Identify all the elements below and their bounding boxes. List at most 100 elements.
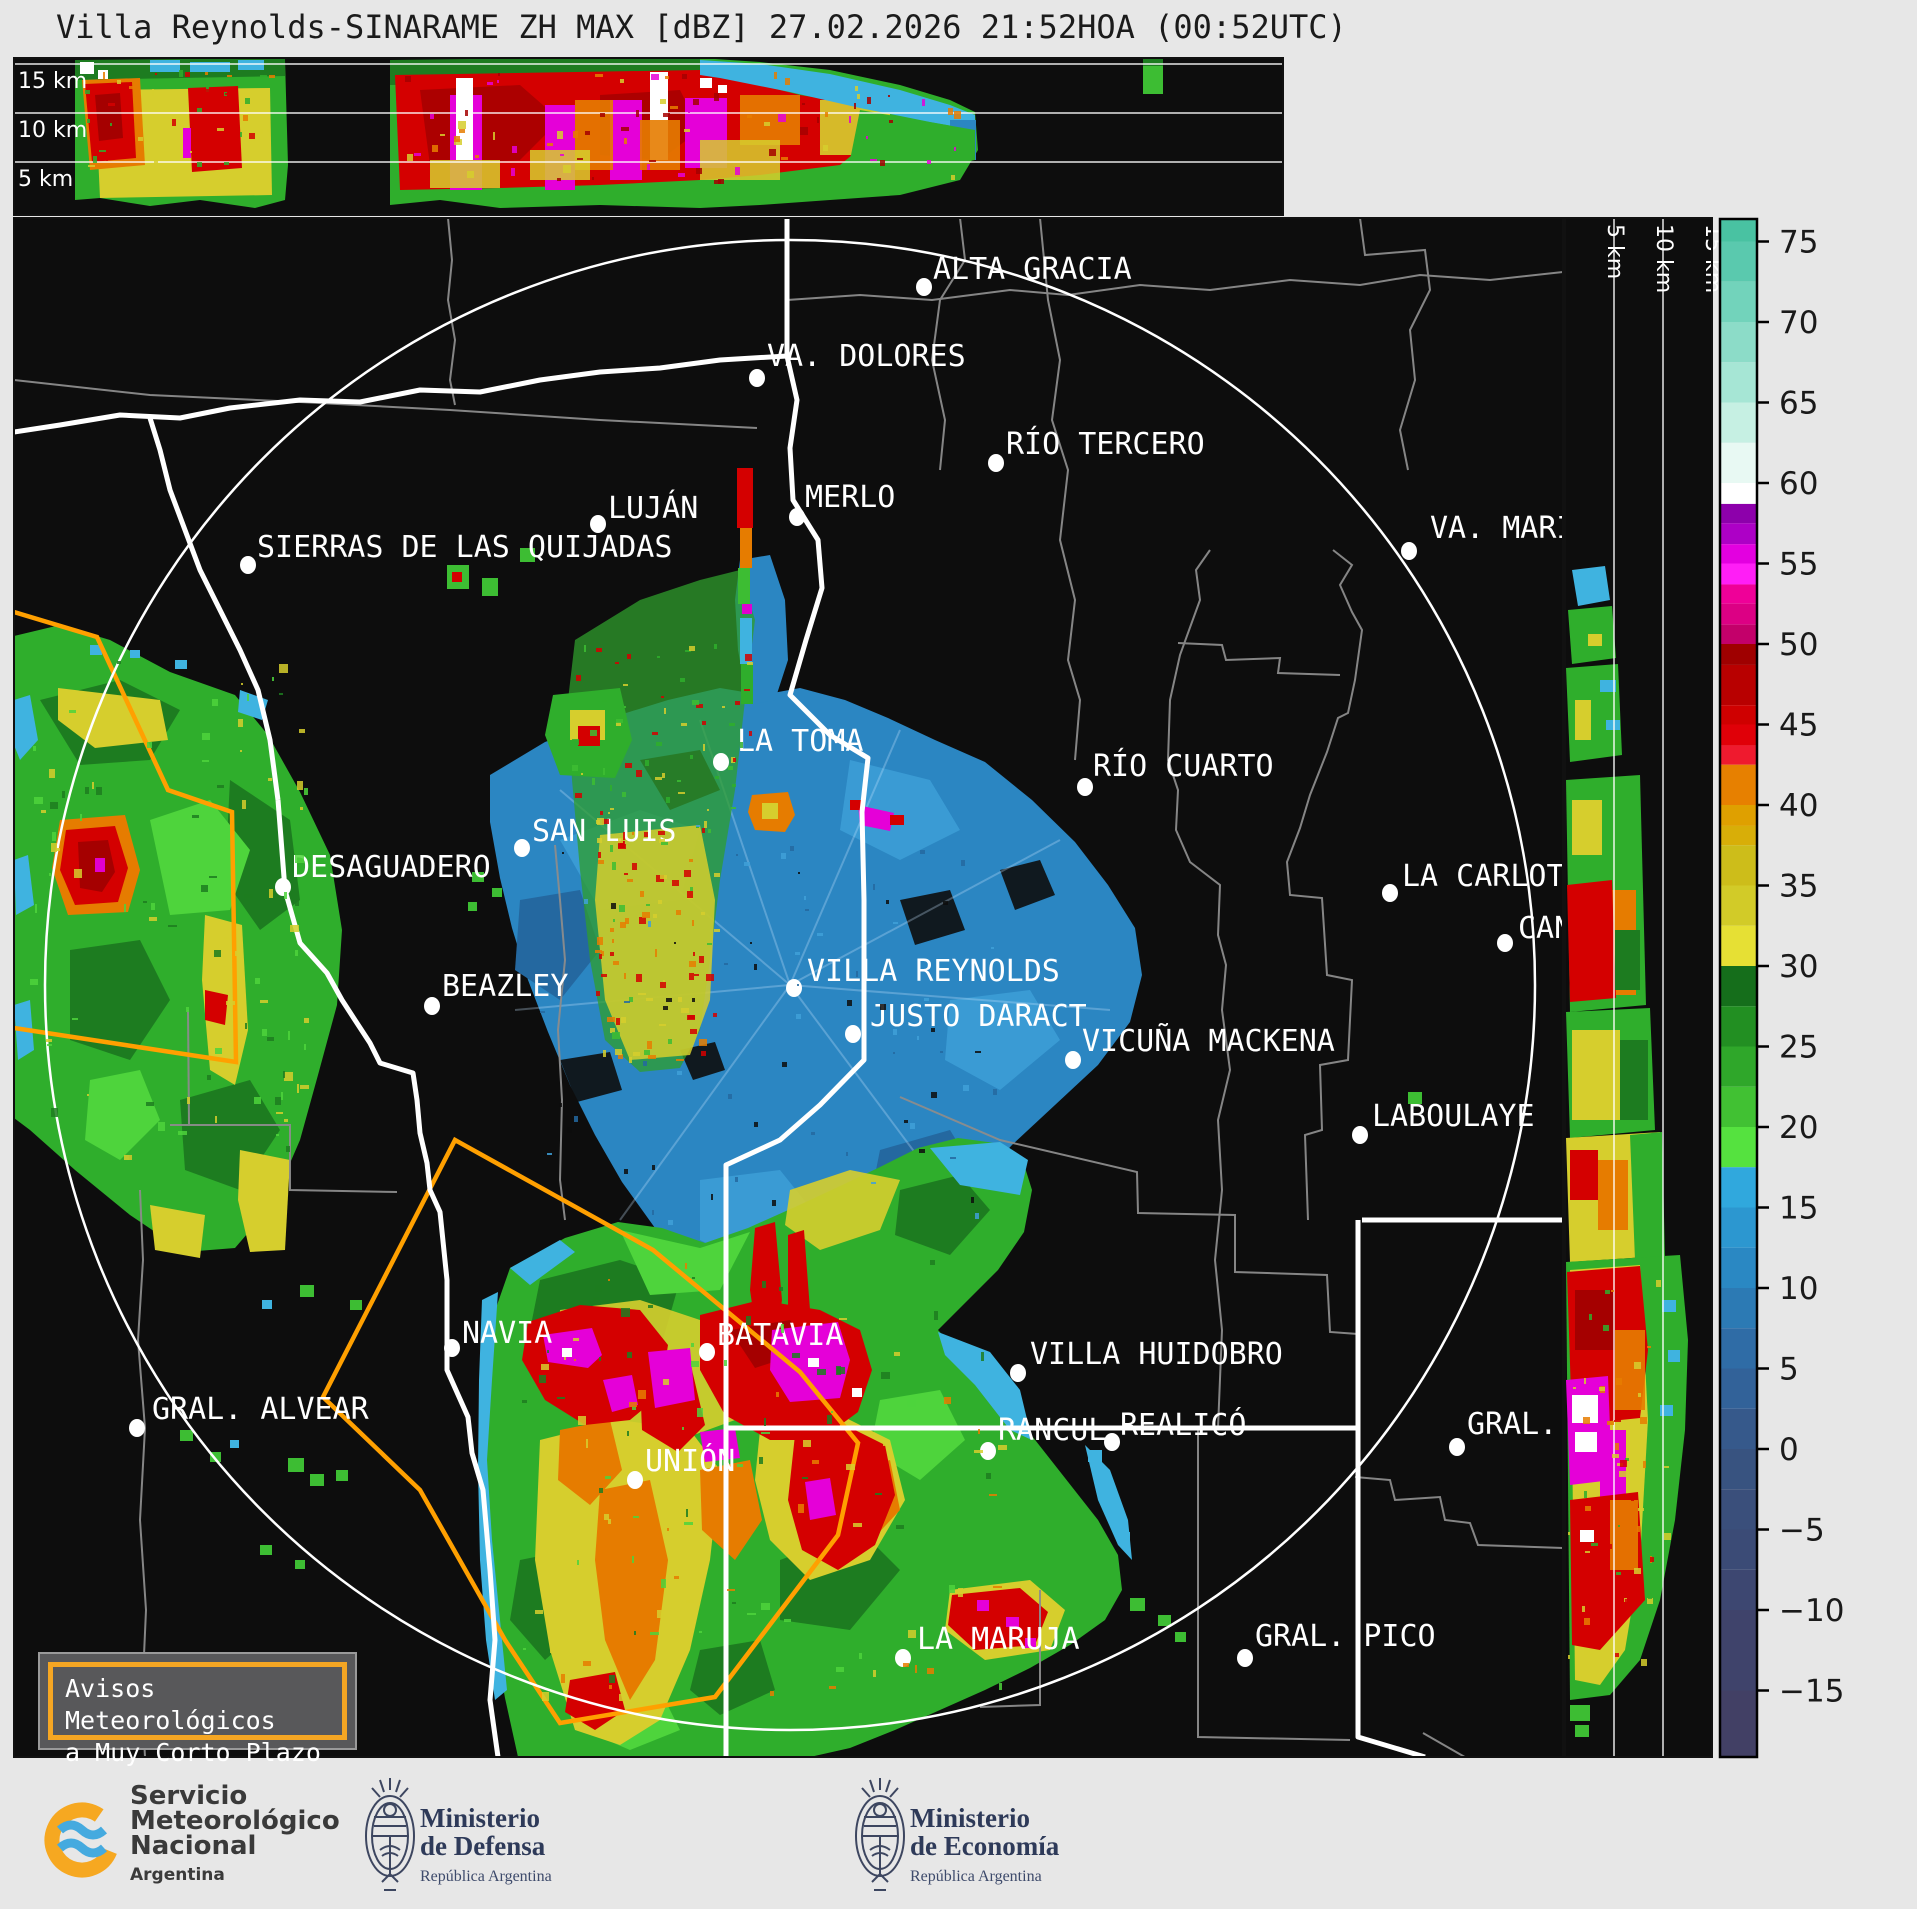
colorbar-frame xyxy=(1718,217,1759,1759)
city-rancul: RANCUL xyxy=(980,1413,1106,1460)
radar-speckle-texture xyxy=(1568,1280,1671,1666)
city-vicu-a-mackena: VICUÑA MACKENA xyxy=(1065,1023,1335,1069)
smn-wave-icon xyxy=(56,1820,108,1840)
smn-c-icon xyxy=(44,1802,120,1878)
city-label: VA. MARÍA xyxy=(1430,510,1593,546)
city-label: LABOULAYE xyxy=(1372,1099,1535,1134)
coat-of-arms-icon xyxy=(365,1778,415,1891)
city-realic-: REALICÓ xyxy=(1104,1406,1246,1451)
radar-speckle-texture xyxy=(522,1260,1007,1701)
city-r-o-cuarto: RÍO CUARTO xyxy=(1077,748,1274,796)
city-dot xyxy=(129,1419,145,1437)
range-ring xyxy=(43,238,1537,1732)
city-dot xyxy=(424,997,440,1015)
city-label: LA TOMA xyxy=(737,724,863,759)
coat-of-arms-icon xyxy=(855,1778,905,1891)
ministry-sub: República Argentina xyxy=(420,1868,552,1885)
city-dot xyxy=(1401,542,1417,560)
colorbar-tick-label: −10 xyxy=(1779,1593,1844,1629)
colorbar-tick-label: 0 xyxy=(1779,1432,1799,1468)
colorbar-band xyxy=(1720,1288,1757,1329)
city-luj-n: LUJÁN xyxy=(590,490,698,533)
smn-wave-icon xyxy=(56,1838,108,1858)
city-dot xyxy=(749,369,765,387)
colorbar-tick-label: 55 xyxy=(1779,547,1818,583)
ministry-economia: Ministerio de Economía República Argenti… xyxy=(850,1770,1059,1906)
radar-echoes-map xyxy=(14,468,1422,1757)
smn-country: Argentina xyxy=(130,1865,225,1885)
colorbar-band xyxy=(1720,885,1757,926)
city-dot xyxy=(1010,1364,1026,1382)
city-dot xyxy=(789,508,805,526)
city-justo-daract: JUSTO DARACT xyxy=(845,999,1087,1043)
city-label: DESAGUADERO xyxy=(292,850,491,885)
smn-line: Servicio xyxy=(130,1781,248,1811)
city-dot xyxy=(1065,1051,1081,1069)
radar-speckle-texture xyxy=(540,825,997,1225)
colorbar-band xyxy=(1720,584,1757,604)
colorbar-band xyxy=(1720,1690,1757,1757)
city-dot xyxy=(514,839,530,857)
colorbar-tick-label: 50 xyxy=(1779,627,1818,663)
colorbar-band xyxy=(1720,483,1757,504)
city-dot xyxy=(1104,1433,1120,1451)
top-panel-height-label: 10 km xyxy=(18,118,87,143)
radar-speckle-texture xyxy=(405,72,961,184)
city-merlo: MERLO xyxy=(789,480,895,526)
city-dot xyxy=(895,1649,911,1667)
city-sierras-de-las-quijadas: SIERRAS DE LAS QUIJADAS xyxy=(240,530,672,574)
colorbar-band xyxy=(1720,1086,1757,1127)
right-panel-height-label: 5 km xyxy=(1602,224,1627,279)
city-label: GRAL. ALVEAR xyxy=(152,1392,370,1427)
warning-polygons xyxy=(14,609,861,1726)
city-dot xyxy=(845,1025,861,1043)
ministry-name: de Economía xyxy=(910,1831,1060,1861)
radar-speckle-texture xyxy=(595,831,720,1063)
city-label: CAN xyxy=(1518,911,1572,946)
colorbar-band xyxy=(1720,1127,1757,1168)
smn-line: Meteorológico xyxy=(130,1806,340,1836)
colorbar-band xyxy=(1720,563,1757,585)
colorbar-band xyxy=(1720,644,1757,665)
colorbar-tick-label: −15 xyxy=(1779,1674,1844,1710)
city-label: GRAL. xyxy=(1467,1407,1557,1442)
colorbar-tick-label: 15 xyxy=(1779,1191,1818,1227)
city-label: NAVIA xyxy=(462,1316,552,1351)
warning-line1: Avisos Meteorológicos xyxy=(65,1674,276,1735)
colorbar-band xyxy=(1720,1529,1757,1570)
city-label: REALICÓ xyxy=(1120,1406,1246,1443)
colorbar-band xyxy=(1720,1328,1757,1369)
colorbar-band xyxy=(1720,624,1757,644)
colorbar-band xyxy=(1720,362,1757,403)
city-label: VILLA REYNOLDS xyxy=(807,954,1060,989)
city-alta-gracia: ALTA GRACIA xyxy=(916,252,1132,296)
city-dot xyxy=(240,556,256,574)
top-panel-height-label: 15 km xyxy=(18,69,87,94)
colorbar-tick-label: 10 xyxy=(1779,1271,1818,1307)
city-batavia: BATAVIA xyxy=(699,1318,843,1361)
right-panel-height-label: 10 km xyxy=(1651,224,1676,293)
colorbar-band xyxy=(1720,745,1757,765)
city-la-carlota: LA CARLOTA xyxy=(1382,859,1563,902)
city-can: CAN xyxy=(1497,911,1572,952)
city-dot xyxy=(444,1339,460,1357)
city-dot xyxy=(1497,934,1513,952)
city-desaguadero: DESAGUADERO xyxy=(275,850,491,896)
ministry-name: Ministerio xyxy=(420,1803,540,1833)
colorbar-tick-label: 30 xyxy=(1779,949,1818,985)
colorbar-band xyxy=(1720,1006,1757,1047)
colorbar-band xyxy=(1720,825,1757,846)
colorbar-band xyxy=(1720,805,1757,826)
colorbar-band xyxy=(1720,925,1757,966)
city-villa-reynolds: VILLA REYNOLDS xyxy=(786,954,1060,997)
city-r-o-tercero: RÍO TERCERO xyxy=(988,426,1205,472)
city-label: BEAZLEY xyxy=(442,969,568,1004)
city-label: RÍO TERCERO xyxy=(1006,426,1205,462)
city-label: RÍO CUARTO xyxy=(1093,748,1274,784)
colorbar-band xyxy=(1720,544,1757,564)
colorbar-band xyxy=(1720,281,1757,322)
department-boundaries xyxy=(14,218,1563,1757)
